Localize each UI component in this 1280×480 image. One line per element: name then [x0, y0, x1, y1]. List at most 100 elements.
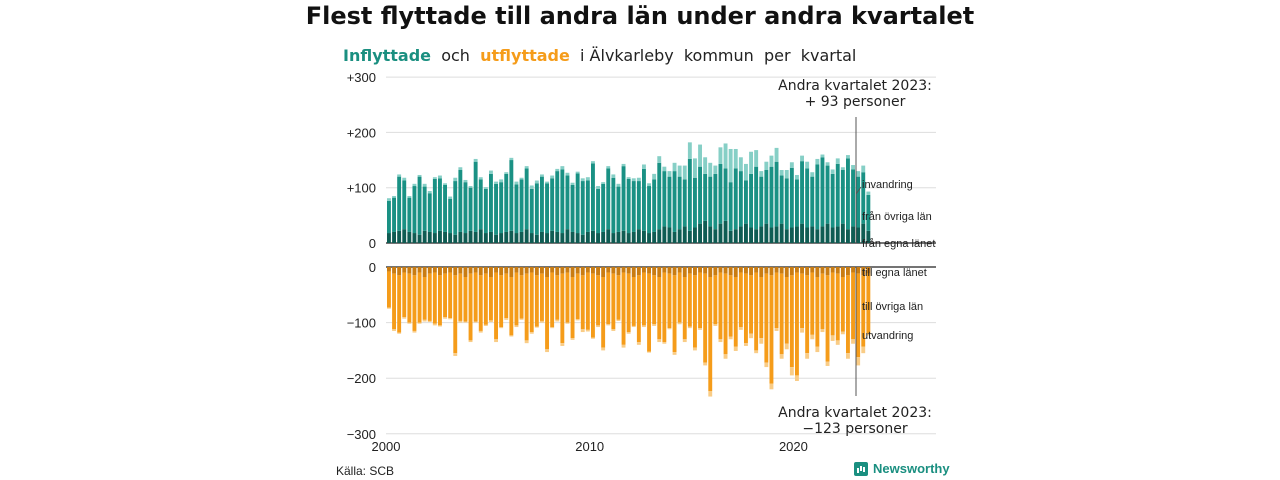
bar-out-till-egna-länet	[647, 267, 651, 274]
bar-out-till-övriga-län	[565, 272, 570, 323]
bar-in-från-övriga-län	[483, 188, 488, 234]
bar-out-utvandring	[580, 329, 585, 333]
bar-out-till-egna-länet	[825, 267, 830, 276]
bar-out-till-egna-länet	[458, 267, 463, 274]
bar-out-till-egna-länet	[611, 267, 616, 274]
bar-out-till-övriga-län	[580, 275, 585, 330]
bar-out-utvandring	[820, 329, 825, 333]
bar-out-till-egna-länet	[483, 267, 488, 274]
bar-out-utvandring	[560, 343, 565, 346]
bar-out-till-övriga-län	[397, 275, 402, 333]
bar-in-från-egna-länet	[585, 231, 590, 243]
bar-out-till-egna-länet	[846, 267, 850, 276]
annotation-top-line2: + 93 personer	[805, 94, 906, 110]
bar-out-till-egna-länet	[509, 267, 514, 278]
bar-in-från-egna-länet	[805, 227, 810, 243]
bar-out-utvandring	[693, 347, 697, 351]
bar-in-invandring	[713, 165, 718, 174]
bar-in-från-övriga-län	[754, 166, 759, 230]
bar-out-till-egna-länet	[397, 267, 402, 276]
bar-out-till-egna-länet	[519, 267, 524, 276]
bar-in-från-egna-länet	[489, 231, 493, 243]
bar-out-till-övriga-län	[453, 275, 458, 354]
bar-in-invandring	[728, 148, 733, 183]
y-tick-label-bottom: −100	[347, 316, 376, 331]
bar-out-till-övriga-län	[667, 273, 672, 329]
bar-in-från-egna-länet	[769, 227, 774, 243]
bar-out-till-egna-länet	[514, 267, 519, 273]
bar-out-utvandring	[713, 324, 718, 326]
bar-in-från-egna-länet	[570, 231, 575, 243]
bar-in-från-egna-länet	[851, 226, 855, 243]
bar-in-från-egna-länet	[458, 231, 463, 243]
bar-out-till-egna-länet	[534, 267, 539, 276]
bar-out-till-övriga-län	[626, 273, 631, 333]
bar-out-utvandring	[754, 350, 759, 354]
bar-out-till-övriga-län	[820, 273, 825, 330]
bar-in-invandring	[438, 175, 442, 179]
bar-in-från-övriga-län	[422, 186, 427, 231]
bar-in-från-övriga-län	[652, 179, 657, 232]
bar-out-till-övriga-län	[555, 275, 560, 320]
bar-in-invandring	[392, 195, 396, 198]
bar-in-från-egna-länet	[478, 229, 483, 243]
bar-out-utvandring	[499, 327, 504, 329]
bar-out-till-egna-länet	[575, 267, 580, 274]
bar-in-från-övriga-län	[764, 170, 769, 224]
bar-in-från-övriga-län	[555, 171, 560, 232]
bar-in-invandring	[402, 177, 407, 181]
bar-out-utvandring	[861, 346, 866, 354]
bar-in-från-övriga-län	[830, 173, 835, 228]
bar-out-till-egna-länet	[784, 267, 789, 278]
bar-in-invandring	[769, 155, 774, 167]
bar-out-utvandring	[866, 333, 871, 336]
bar-in-från-övriga-län	[779, 175, 784, 224]
bar-out-till-övriga-län	[805, 275, 810, 354]
bar-out-utvandring	[662, 342, 667, 344]
bar-out-till-egna-länet	[621, 267, 626, 273]
bar-in-från-övriga-län	[820, 157, 825, 227]
bar-in-invandring	[733, 148, 738, 169]
bar-in-från-övriga-län	[718, 163, 723, 224]
bar-in-från-egna-länet	[397, 230, 402, 243]
subtitle-utflyttade: utflyttade	[480, 46, 570, 65]
bar-in-invandring	[468, 186, 473, 188]
bar-out-till-egna-länet	[856, 267, 861, 274]
bar-out-till-egna-länet	[473, 267, 478, 273]
bar-out-till-övriga-län	[657, 277, 662, 340]
bar-in-från-övriga-län	[744, 180, 748, 224]
bar-in-från-egna-länet	[402, 229, 407, 243]
bar-out-till-övriga-län	[606, 272, 611, 325]
bar-in-invandring	[494, 181, 498, 184]
bar-out-utvandring	[534, 326, 539, 328]
bar-in-från-egna-länet	[861, 223, 866, 243]
bar-in-invandring	[795, 174, 799, 180]
bar-in-från-övriga-län	[596, 188, 600, 234]
bar-in-från-egna-länet	[504, 231, 509, 243]
bar-out-utvandring	[744, 343, 748, 346]
bar-in-invandring	[448, 196, 453, 199]
bar-in-invandring	[407, 195, 412, 198]
bar-in-invandring	[458, 167, 463, 171]
bar-out-till-egna-länet	[524, 267, 529, 274]
bar-in-från-egna-länet	[463, 233, 468, 243]
bar-in-från-egna-länet	[835, 226, 840, 243]
bar-in-från-egna-länet	[387, 233, 391, 243]
bar-in-från-övriga-län	[749, 173, 753, 228]
bar-in-från-övriga-län	[402, 180, 407, 230]
bar-in-invandring	[524, 166, 529, 169]
bar-in-invandring	[443, 183, 447, 185]
bar-out-till-egna-länet	[851, 267, 855, 273]
bar-in-från-övriga-län	[835, 163, 840, 227]
bar-in-från-egna-länet	[846, 229, 850, 243]
bar-out-till-egna-länet	[733, 267, 738, 278]
bar-in-invandring	[560, 166, 565, 170]
annotation-bottom-line2: −123 personer	[802, 421, 908, 437]
bar-in-från-övriga-län	[473, 161, 478, 232]
bar-in-från-övriga-län	[769, 166, 774, 228]
bar-in-invandring	[585, 177, 590, 181]
bar-out-till-egna-länet	[448, 267, 453, 273]
bar-in-från-egna-länet	[866, 230, 871, 243]
bar-in-från-egna-länet	[677, 229, 682, 243]
bar-in-från-egna-länet	[784, 229, 789, 243]
